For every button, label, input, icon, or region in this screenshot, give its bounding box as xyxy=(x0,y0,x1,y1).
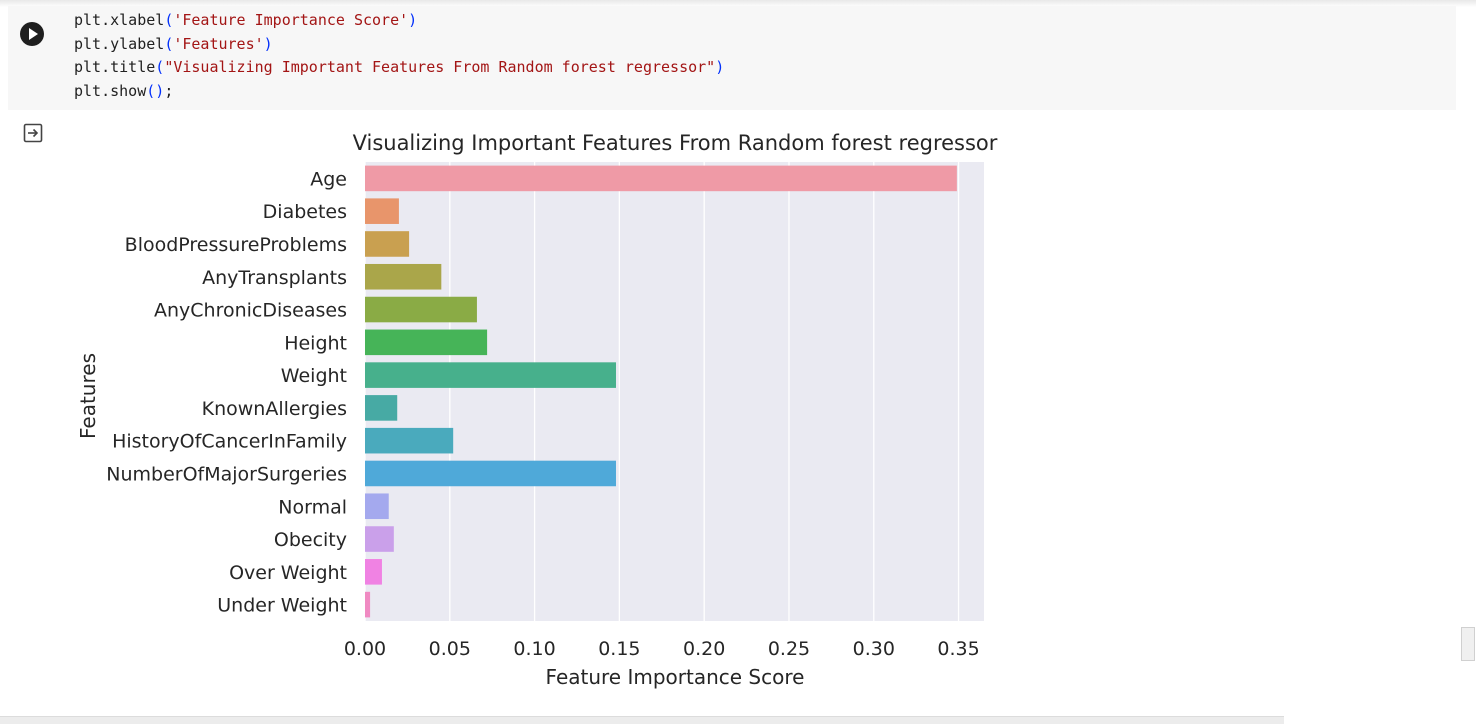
code-token: ) xyxy=(715,58,725,76)
bar xyxy=(365,362,616,388)
y-tick-label: AnyChronicDiseases xyxy=(154,300,347,322)
bar-chart: 0.00 0.05 0.10 0.15 0.20 0.25 0.30 0.35 Age Diabe… xyxy=(76,131,998,689)
code-token: ) xyxy=(263,34,273,53)
code-cell[interactable]: plt.xlabel('Feature Importance Score') pl… xyxy=(8,6,1456,110)
code-token: () xyxy=(146,81,165,100)
x-tick-label: 0.30 xyxy=(853,638,895,660)
bar xyxy=(365,165,957,192)
y-tick-label: Under Weight xyxy=(217,595,347,617)
bar xyxy=(365,460,616,487)
x-tick-label: 0.35 xyxy=(937,638,979,660)
y-axis-label: Features xyxy=(76,353,100,439)
code-token: plt.show xyxy=(74,81,147,100)
scrollbar-thumb[interactable] xyxy=(1461,627,1475,661)
y-tick-label: Diabetes xyxy=(263,201,347,223)
x-tick-label: 0.15 xyxy=(598,638,640,660)
bar xyxy=(365,591,371,618)
code-token: ) xyxy=(408,11,418,29)
code-line: plt.title("Visualizing Important Feature… xyxy=(74,56,724,80)
plot-area xyxy=(365,162,984,621)
chart-title: Visualizing Important Features From Rand… xyxy=(353,131,998,155)
cell-output: 0.00 0.05 0.10 0.15 0.20 0.25 0.30 0.35 Age Diabe… xyxy=(0,110,1476,715)
code-token: 'Feature Importance Score' xyxy=(173,11,409,29)
code-editor[interactable]: plt.xlabel('Feature Importance Score') pl… xyxy=(74,9,724,103)
y-tick-label: AnyTransplants xyxy=(202,267,347,289)
y-tick-label: Age xyxy=(310,168,347,190)
bar xyxy=(365,427,454,454)
code-token: ( xyxy=(164,34,174,53)
bar xyxy=(365,263,442,290)
code-line: plt.ylabel('Features') xyxy=(74,33,724,57)
bar xyxy=(365,296,477,323)
run-cell-button[interactable] xyxy=(20,22,44,46)
y-tick-label: HistoryOfCancerInFamily xyxy=(112,431,347,453)
bar xyxy=(365,395,398,421)
code-line: plt.xlabel('Feature Importance Score') xyxy=(74,9,724,33)
top-shadow xyxy=(0,0,1476,7)
y-tick-label: Obecity xyxy=(274,529,347,551)
code-line: plt.show(); xyxy=(74,80,724,104)
x-tick-label: 0.00 xyxy=(344,638,386,660)
code-token: ( xyxy=(155,58,165,76)
code-token: plt.title xyxy=(74,58,156,76)
x-tick-label: 0.20 xyxy=(683,638,725,660)
y-tick-label: BloodPressureProblems xyxy=(125,234,347,256)
play-circle-icon xyxy=(29,28,38,40)
y-tick-label: KnownAllergies xyxy=(202,398,347,420)
y-tick-label: NumberOfMajorSurgeries xyxy=(106,463,347,485)
x-axis-label: Feature Importance Score xyxy=(546,665,805,689)
output-redirect-icon[interactable] xyxy=(22,122,44,144)
y-tick-label: Height xyxy=(284,332,347,354)
y-tick-label: Normal xyxy=(278,496,347,518)
x-tick-label: 0.05 xyxy=(429,638,471,660)
y-tick-label: Weight xyxy=(281,365,347,387)
bar xyxy=(365,559,382,585)
bottom-divider xyxy=(0,716,1284,724)
code-token: plt.xlabel xyxy=(74,11,165,29)
y-tick-label: Over Weight xyxy=(229,562,347,584)
bar xyxy=(365,493,389,520)
bar xyxy=(365,198,399,224)
code-token: plt.ylabel xyxy=(74,34,165,53)
bar xyxy=(365,231,410,257)
code-token: ( xyxy=(164,11,174,29)
x-tick-label: 0.25 xyxy=(768,638,810,660)
bar xyxy=(365,329,488,356)
x-tick-label: 0.10 xyxy=(513,638,555,660)
code-token: ; xyxy=(164,81,174,100)
bar xyxy=(365,526,394,552)
code-token: 'Features' xyxy=(173,34,264,53)
code-token: "Visualizing Important Features From Ran… xyxy=(164,58,716,76)
